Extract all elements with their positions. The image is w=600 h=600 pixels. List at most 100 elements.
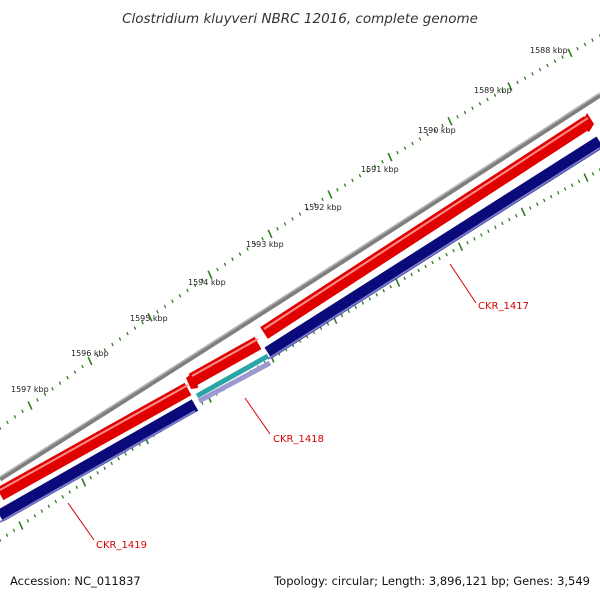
tick-label-1589: 1589 kbp (474, 86, 512, 95)
genome-backbone (0, 92, 600, 482)
lower-major-tick (583, 173, 589, 182)
ruler-major-tick (27, 401, 33, 410)
ruler-minor-tick (36, 398, 39, 402)
lower-minor-tick (54, 499, 58, 504)
ruler-minor-tick (156, 310, 159, 314)
ruler-minor-tick (471, 106, 474, 110)
ruler-minor-tick (358, 173, 362, 178)
lower-minor-tick (117, 456, 120, 461)
lower-minor-tick (0, 538, 2, 542)
ruler-minor-tick (171, 299, 174, 303)
ruler-minor-tick (126, 331, 129, 336)
ruler-minor-tick (223, 262, 227, 267)
lower-minor-tick (549, 194, 553, 199)
ruler-minor-tick (276, 227, 279, 231)
ruler-minor-tick (51, 387, 54, 391)
ruler-minor-tick (583, 42, 587, 47)
lower-minor-tick (515, 213, 518, 218)
lower-minor-tick (424, 264, 427, 269)
accession-text: Accession: NC_011837 (10, 574, 141, 588)
ruler-minor-tick (538, 67, 542, 72)
ruler-major-tick (567, 48, 573, 58)
ruler-minor-tick (201, 278, 204, 282)
gene-cds-ckr1419-forward (0, 382, 192, 501)
lower-minor-tick (403, 276, 406, 281)
ruler-minor-tick (478, 102, 482, 106)
lower-minor-tick (591, 172, 595, 176)
ruler-minor-tick (351, 178, 354, 183)
ruler-minor-tick (546, 63, 549, 68)
lower-minor-tick (535, 202, 539, 206)
ruler-minor-tick (516, 80, 519, 85)
lower-major-tick (81, 478, 87, 487)
ruler-minor-tick (141, 320, 144, 325)
ruler-minor-tick (411, 141, 414, 146)
ruler-minor-tick (291, 217, 294, 221)
ruler-minor-tick (186, 288, 189, 293)
lower-minor-tick (417, 268, 420, 273)
lower-minor-tick (389, 284, 392, 289)
ruler-minor-tick (591, 38, 594, 42)
leader-line-ckr1419 (67, 502, 95, 541)
lower-minor-tick (368, 297, 371, 301)
ruler-minor-tick (111, 342, 114, 347)
ruler-minor-tick (193, 283, 197, 288)
lower-minor-tick (529, 206, 532, 210)
lower-major-tick (18, 521, 24, 530)
lower-minor-tick (26, 519, 30, 523)
ruler-minor-tick (313, 202, 317, 207)
lower-minor-tick (452, 248, 455, 253)
lower-minor-tick (445, 252, 448, 257)
ruler-minor-tick (456, 115, 459, 119)
lower-minor-tick (375, 293, 378, 297)
ruler-minor-tick (366, 169, 369, 173)
ruler-minor-tick (486, 97, 489, 102)
lower-minor-tick (68, 490, 71, 494)
gene-cds-ckr1418-forward (188, 336, 262, 387)
lower-minor-tick (33, 514, 37, 518)
ruler-minor-tick (231, 257, 234, 261)
lower-minor-tick (124, 452, 127, 456)
genome-summary: Topology: circular; Length: 3,896,121 bp… (273, 574, 590, 588)
ruler-minor-tick (6, 420, 9, 425)
tick-label-1596: 1596 kbp (71, 349, 109, 358)
ruler-minor-tick (396, 150, 399, 155)
gene-label-ckr1418: CKR_1418 (273, 434, 324, 445)
lower-minor-tick (75, 485, 78, 489)
lower-minor-tick (556, 191, 560, 195)
ruler-minor-tick (493, 93, 497, 97)
ruler-minor-tick (381, 160, 384, 164)
ruler-minor-tick (418, 137, 422, 141)
ruler-minor-tick (321, 197, 324, 202)
ruler-minor-tick (246, 247, 249, 251)
lower-minor-tick (501, 221, 504, 226)
tick-label-1590: 1590 kbp (418, 126, 456, 135)
lower-minor-tick (542, 198, 546, 203)
lower-minor-tick (487, 229, 490, 233)
gene-label-ckr1419: CKR_1419 (96, 540, 147, 551)
ruler-minor-tick (0, 426, 2, 430)
gene-label-ckr1417: CKR_1417 (478, 301, 529, 312)
leader-line-ckr1417 (449, 263, 477, 304)
ruler-major-tick (207, 270, 213, 280)
lower-major-tick (457, 242, 464, 252)
lower-minor-tick (563, 187, 567, 191)
ruler-major-tick (447, 116, 453, 126)
ruler-minor-tick (433, 128, 437, 132)
ruler-minor-tick (43, 392, 47, 397)
lower-minor-tick (47, 504, 51, 509)
ruler-minor-tick (426, 132, 429, 137)
ruler-major-tick (387, 152, 393, 162)
ruler-minor-tick (73, 370, 77, 374)
lower-minor-tick (5, 533, 9, 537)
ruler-minor-tick (216, 267, 219, 272)
ruler-minor-tick (261, 237, 264, 241)
ruler-minor-tick (253, 242, 257, 246)
lower-minor-tick (61, 495, 65, 499)
gene-arrow-ckr1417 (580, 113, 594, 132)
ruler-major-tick (147, 312, 153, 322)
ruler-minor-tick (21, 409, 24, 413)
ruler-minor-tick (133, 326, 137, 330)
ruler-major-tick (267, 229, 273, 239)
lower-minor-tick (577, 179, 581, 184)
